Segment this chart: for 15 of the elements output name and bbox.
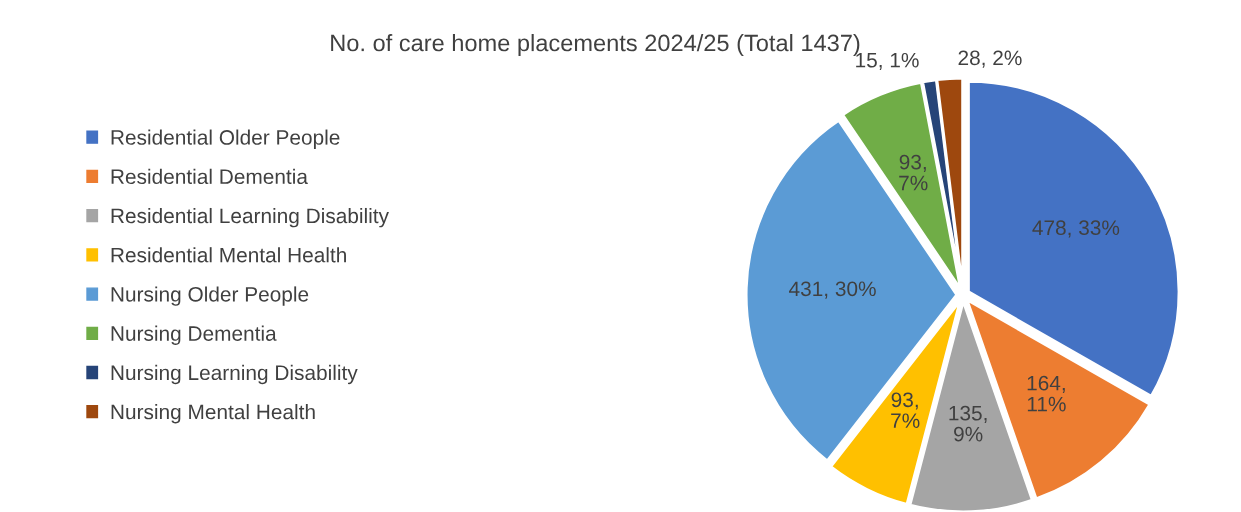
data-label: 93, 7% [899,154,928,191]
legend-label: Nursing Older People [111,286,309,306]
data-label: 93, 7% [891,392,920,428]
legend-label: Residential Older People [111,129,340,149]
legend-label: Nursing Mental Health [111,404,315,424]
legend-label: Residential Dementia [111,168,308,185]
data-label: 478, 33% [1032,220,1120,238]
legend-label: Residential Mental Health [111,247,346,263]
legend-label: Residential Learning Disability [111,207,389,228]
data-label: 164, 11% [1027,375,1066,412]
data-label: 431, 30% [789,281,876,299]
legend-label: Nursing Dementia [111,325,277,346]
data-label: 28, 2% [958,50,1022,68]
data-label: 135, 9% [949,405,987,442]
legend-label: Nursing Learning Disability [111,364,358,385]
